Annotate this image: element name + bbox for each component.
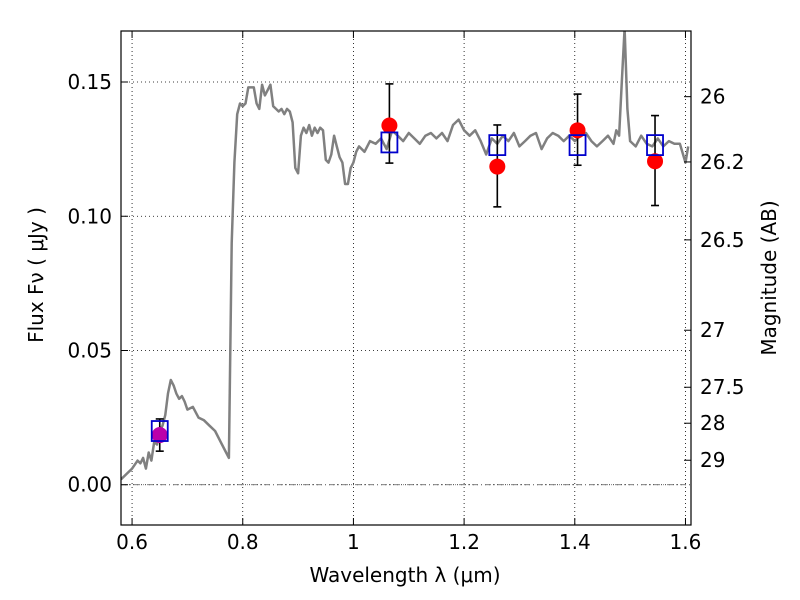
observed-point xyxy=(489,158,506,175)
model-point xyxy=(380,131,399,154)
plot-frame xyxy=(120,30,692,526)
y-tick-label: 0.10 xyxy=(67,204,112,228)
magnitude-tick-label: 26.2 xyxy=(700,150,745,174)
plot-area xyxy=(121,31,690,481)
magnitude-tick-label: 27.5 xyxy=(700,375,745,399)
observed-point xyxy=(151,427,168,444)
model-point xyxy=(150,420,169,442)
magnitude-tick-label: 29 xyxy=(700,448,725,472)
x-tick-label: 1.2 xyxy=(448,530,480,554)
y-tick-label: 0.05 xyxy=(67,338,112,362)
y-axis-right-title: Magnitude (AB) xyxy=(757,200,781,355)
y-axis-right: 26 26.2 26.5 27 27.5 28 29 xyxy=(684,85,745,472)
x-tick-label: 0.8 xyxy=(227,530,259,554)
x-tick-label: 1.4 xyxy=(559,530,591,554)
x-tick-label: 1.6 xyxy=(670,530,702,554)
model-point xyxy=(568,134,587,157)
x-tick-label: 0.6 xyxy=(116,530,148,554)
magnitude-tick-label: 28 xyxy=(700,411,725,435)
observed-point xyxy=(381,117,398,134)
model-point xyxy=(646,134,664,157)
magnitude-tick-label: 26 xyxy=(700,85,725,109)
magnitude-tick-label: 26.5 xyxy=(700,228,745,252)
y-tick-label: 0.00 xyxy=(67,473,112,497)
x-axis-title: Wavelength λ (μm) xyxy=(309,563,500,587)
y-tick-label: 0.15 xyxy=(67,70,112,94)
y-axis-left: 0.00 0.05 0.10 0.15 xyxy=(67,70,128,497)
grid xyxy=(121,31,691,525)
x-tick-label: 1 xyxy=(347,530,360,554)
magnitude-tick-label: 27 xyxy=(700,318,725,342)
x-axis: 0.6 0.8 1 1.2 1.4 1.6 xyxy=(116,31,701,554)
model-point xyxy=(488,134,507,157)
y-axis-left-title: Flux Fν ( μJy ) xyxy=(24,207,48,343)
observed-point xyxy=(647,153,664,170)
